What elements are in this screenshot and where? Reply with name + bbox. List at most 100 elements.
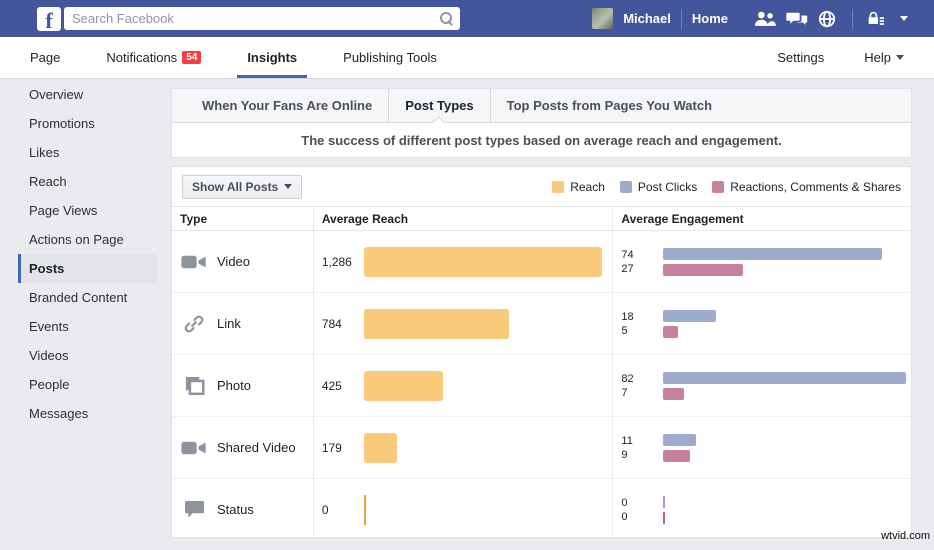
reach-bar (363, 494, 366, 525)
admin-tab-insights[interactable]: Insights (237, 37, 307, 78)
average-reach-cell: 0 (312, 479, 613, 540)
sidebar-item-events[interactable]: Events (29, 319, 69, 334)
type-cell: Photo (172, 355, 313, 416)
notification-count-badge: 54 (182, 51, 202, 64)
sidebar-item-videos[interactable]: Videos (29, 348, 69, 363)
profile-link[interactable]: Michael (623, 11, 671, 26)
insights-tab-bar: When Your Fans Are Online Post Types Top P… (172, 89, 911, 129)
engagement-values: 18 5 (613, 310, 663, 338)
reactions-value: 27 (621, 262, 634, 275)
legend-label: Reactions, Comments & Shares (730, 179, 901, 194)
table-row-video: Video 1,286 74 27 (172, 231, 911, 293)
tab-when-your-fans-are-online[interactable]: When Your Fans Are Online (185, 89, 390, 122)
reach-value: 425 (321, 378, 342, 393)
table-toolbar: Show All Posts Reach Post Clicks Reactions… (172, 167, 911, 206)
column-header-type: Type (180, 211, 208, 226)
facebook-logo[interactable]: f (37, 6, 61, 31)
post-type-label: Photo (217, 378, 251, 393)
table-body: Video 1,286 74 27 Link 784 18 5 Photo 425 82 7 Share… (172, 231, 911, 541)
admin-tab-page[interactable]: Page (30, 37, 60, 78)
reach-value: 179 (321, 440, 342, 455)
column-header-average-reach: Average Reach (312, 207, 613, 230)
insights-sidebar: Overview Promotions Likes Reach Page Views Ac… (0, 80, 171, 428)
reach-bar (363, 308, 509, 339)
chevron-down-icon (284, 184, 293, 189)
type-cell: Link (172, 293, 313, 354)
engagement-bars (663, 247, 883, 276)
post-clicks-bar (663, 495, 666, 508)
sidebar-item-actions-on-page[interactable]: Actions on Page (29, 232, 124, 247)
divider (680, 8, 682, 29)
help-menu[interactable]: Help (864, 50, 904, 65)
reactions-value: 5 (621, 324, 628, 337)
post-clicks-bar (663, 433, 697, 446)
sidebar-item-overview[interactable]: Overview (29, 87, 84, 102)
tab-post-types[interactable]: Post Types (389, 89, 491, 129)
sidebar-item-people[interactable]: People (29, 377, 70, 392)
reactions-bar (663, 511, 666, 524)
engagement-bars (663, 433, 697, 462)
friend-requests-icon[interactable] (754, 11, 776, 26)
search-icon[interactable] (439, 11, 454, 26)
average-engagement-cell: 74 27 (612, 231, 911, 292)
legend-label: Reach (570, 179, 605, 194)
sidebar-item-promotions[interactable]: Promotions (29, 116, 95, 131)
type-cell: Shared Video (172, 417, 313, 478)
post-type-label: Video (217, 254, 251, 269)
post-types-table-card: Show All Posts Reach Post Clicks Reactions… (171, 166, 912, 541)
reach-bar (363, 432, 397, 463)
sidebar-item-messages[interactable]: Messages (29, 406, 89, 421)
tab-top-posts-from-pages-you-watch[interactable]: Top Posts from Pages You Watch (506, 98, 713, 113)
engagement-bars (663, 371, 907, 400)
post-clicks-bar (663, 247, 883, 260)
table-header-row: Type Average Reach Average Engagement (172, 206, 911, 231)
admin-tab-publishing-tools[interactable]: Publishing Tools (343, 37, 437, 78)
post-clicks-bar (663, 371, 907, 384)
admin-nav-right: Settings Help (777, 50, 904, 65)
sidebar-item-page-views[interactable]: Page Views (29, 203, 98, 218)
status-bubble-icon (180, 500, 208, 519)
legend-item-reactions-comments-shares: Reactions, Comments & Shares (712, 180, 901, 194)
admin-nav-tabs: Page Notifications 54 Insights Publishing To… (30, 37, 437, 78)
table-row-shared-video: Shared Video 179 11 9 (172, 417, 911, 479)
search-box[interactable] (64, 7, 460, 30)
reactions-value: 7 (621, 386, 628, 399)
home-link[interactable]: Home (691, 11, 728, 26)
photo-icon (180, 376, 208, 396)
settings-link[interactable]: Settings (777, 50, 825, 65)
reactions-bar (663, 449, 691, 462)
admin-tab-notifications[interactable]: Notifications 54 (106, 37, 202, 78)
engagement-bars (663, 309, 717, 338)
reach-value: 0 (321, 502, 329, 517)
privacy-lock-icon[interactable] (867, 11, 884, 26)
type-cell: Status (172, 479, 313, 540)
topbar-right-cluster: Michael Home (592, 0, 908, 37)
average-engagement-cell: 18 5 (612, 293, 911, 354)
sidebar-item-posts[interactable]: Posts (18, 254, 157, 283)
post-clicks-value: 18 (621, 310, 634, 323)
column-header-average-engagement: Average Engagement (612, 207, 911, 230)
account-menu-caret-icon[interactable] (900, 16, 908, 21)
post-clicks-value: 82 (621, 372, 634, 385)
show-all-posts-dropdown[interactable]: Show All Posts (182, 174, 303, 199)
legend-swatch-icon (619, 180, 632, 193)
post-type-label: Link (217, 316, 241, 331)
sidebar-item-likes[interactable]: Likes (29, 145, 60, 160)
engagement-values: 74 27 (613, 248, 663, 276)
sidebar-item-branded-content[interactable]: Branded Content (29, 290, 128, 305)
engagement-values: 82 7 (613, 372, 663, 400)
type-cell: Video (172, 231, 313, 292)
avatar[interactable] (592, 8, 614, 29)
post-type-label: Shared Video (217, 440, 296, 455)
notifications-globe-icon[interactable] (818, 10, 836, 28)
page-admin-nav: Page Notifications 54 Insights Publishing To… (0, 37, 934, 79)
search-input[interactable] (64, 8, 424, 29)
messages-icon[interactable] (786, 11, 808, 27)
reach-bar (363, 370, 443, 401)
sidebar-item-reach[interactable]: Reach (29, 174, 67, 189)
divider (852, 8, 853, 29)
table-row-link: Link 784 18 5 (172, 293, 911, 355)
table-row-photo: Photo 425 82 7 (172, 355, 911, 417)
